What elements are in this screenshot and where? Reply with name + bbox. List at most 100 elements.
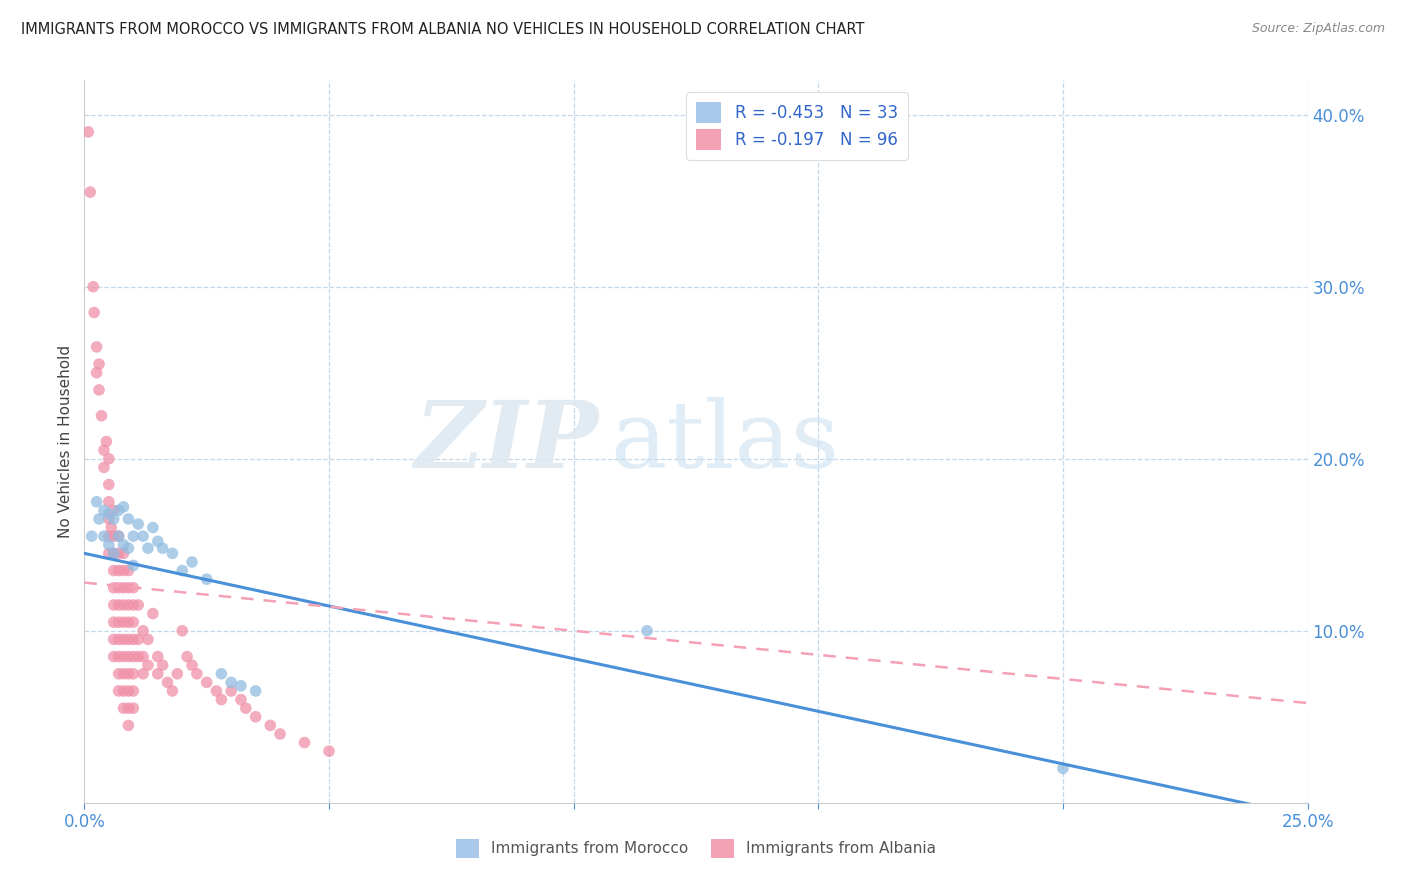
Point [132,624,155,638]
Point [103,546,125,560]
Point [127,598,149,612]
Point [122,529,145,543]
Point [117,684,139,698]
Point [117,718,139,732]
Point [112,684,135,698]
Point [107,564,129,578]
Point [117,649,139,664]
Point [172,624,194,638]
Point [103,564,125,578]
Point [132,529,155,543]
Point [245,710,267,724]
Point [136,541,159,556]
Point [112,701,135,715]
Point [195,675,218,690]
Point [127,517,149,532]
Point [117,701,139,715]
Text: IMMIGRANTS FROM MOROCCO VS IMMIGRANTS FROM ALBANIA NO VEHICLES IN HOUSEHOLD CORR: IMMIGRANTS FROM MOROCCO VS IMMIGRANTS FR… [21,22,865,37]
Point [97,494,120,508]
Text: Source: ZipAtlas.com: Source: ZipAtlas.com [1251,22,1385,36]
Point [112,500,135,514]
Point [186,666,208,681]
Point [87,383,110,397]
Point [107,666,129,681]
Point [112,546,135,560]
Point [117,598,139,612]
Point [146,649,169,664]
Point [107,615,129,630]
Point [132,666,155,681]
Point [112,649,135,664]
Point [97,451,120,466]
Point [97,507,120,521]
Point [181,555,204,569]
Point [112,632,135,647]
Point [146,534,169,549]
Point [122,581,145,595]
Point [122,684,145,698]
Point [107,649,129,664]
Point [103,598,125,612]
Point [122,666,145,681]
Point [93,443,115,458]
Point [195,572,218,586]
Point [103,503,125,517]
Point [146,666,169,681]
Point [103,546,125,560]
Point [294,735,316,749]
Point [117,512,139,526]
Point [103,529,125,543]
Point [93,529,115,543]
Point [107,598,129,612]
Point [112,538,135,552]
Point [100,520,122,534]
Point [229,692,252,706]
Point [117,564,139,578]
Point [97,529,120,543]
Point [162,546,184,560]
Point [152,541,174,556]
Point [209,692,232,706]
Point [122,632,145,647]
Point [122,615,145,630]
Point [122,649,145,664]
Point [235,701,257,715]
Point [142,520,165,534]
Point [112,615,135,630]
Text: ZIP: ZIP [413,397,598,486]
Point [117,541,139,556]
Point [82,279,104,293]
Point [97,538,120,552]
Point [86,494,108,508]
Point [176,649,198,664]
Point [83,305,105,319]
Point [132,649,155,664]
Point [205,684,228,698]
Point [107,632,129,647]
Point [117,666,139,681]
Point [127,632,149,647]
Point [172,564,194,578]
Point [245,684,267,698]
Point [181,658,204,673]
Point [107,546,129,560]
Point [87,357,110,371]
Point [318,744,340,758]
Point [107,529,129,543]
Point [112,581,135,595]
Point [162,684,184,698]
Point [117,581,139,595]
Point [90,409,112,423]
Point [156,675,179,690]
Point [93,503,115,517]
Point [103,649,125,664]
Legend: Immigrants from Morocco, Immigrants from Albania: Immigrants from Morocco, Immigrants from… [450,833,942,863]
Point [269,727,291,741]
Point [107,529,129,543]
Point [136,658,159,673]
Point [112,666,135,681]
Y-axis label: No Vehicles in Household: No Vehicles in Household [58,345,73,538]
Text: atlas: atlas [610,397,839,486]
Point [87,512,110,526]
Point [97,477,120,491]
